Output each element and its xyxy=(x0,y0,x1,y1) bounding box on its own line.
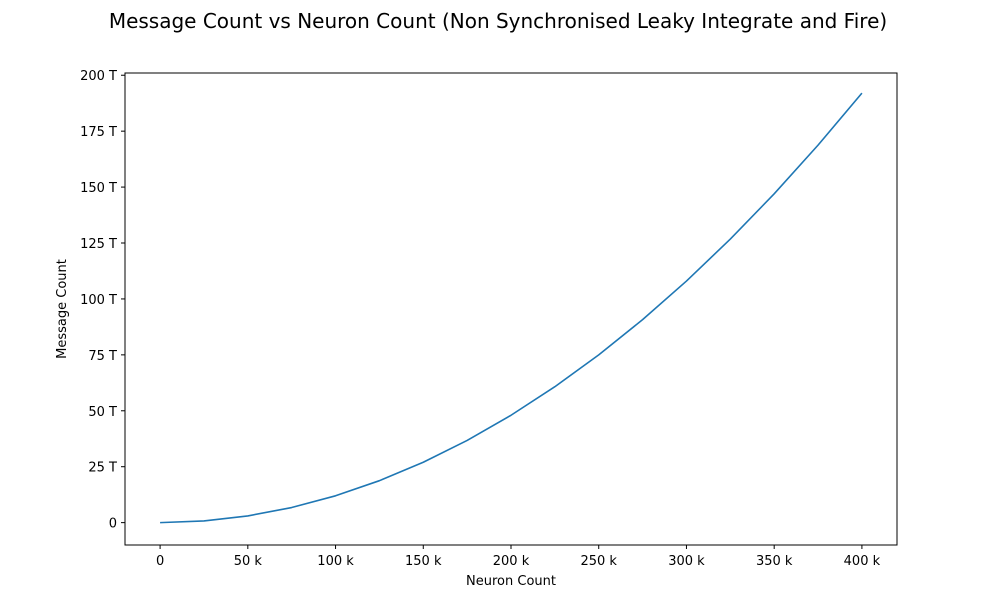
y-tick-label: 125 T xyxy=(80,237,117,252)
x-tick-label: 100 k xyxy=(317,554,354,569)
y-tick-label: 150 T xyxy=(80,181,117,196)
x-axis-label: Neuron Count xyxy=(466,574,556,589)
series-layer xyxy=(160,92,863,524)
x-tick-label: 400 k xyxy=(844,554,881,569)
x-tick-label: 0 xyxy=(156,554,164,569)
y-tick-label: 75 T xyxy=(88,349,117,364)
x-tick-label: 200 k xyxy=(493,554,530,569)
x-tick-label: 300 k xyxy=(668,554,705,569)
x-tick-label: 250 k xyxy=(580,554,617,569)
y-axis: 0 25 T 50 T 75 T 100 T 125 T 150 T 175 T 200 T xyxy=(80,69,125,532)
plot-area xyxy=(124,72,898,546)
x-tick-label: 50 k xyxy=(234,554,263,569)
y-tick-label: 25 T xyxy=(88,461,117,476)
x-tick-label: 150 k xyxy=(405,554,442,569)
x-tick-label: 350 k xyxy=(756,554,793,569)
x-axis: 0 50 k 100 k 150 k 200 k 250 k 300 k 350 k 400 k xyxy=(156,545,881,569)
y-tick-label: 200 T xyxy=(80,69,117,84)
chart-title: Message Count vs Neuron Count (Non Synch… xyxy=(109,9,887,33)
y-axis-label: Message Count xyxy=(55,259,70,359)
y-tick-label: 50 T xyxy=(88,405,117,420)
y-tick-label: 100 T xyxy=(80,293,117,308)
y-tick-label: 175 T xyxy=(80,125,117,140)
y-tick-label: 0 xyxy=(109,517,117,532)
series-line xyxy=(160,92,863,524)
